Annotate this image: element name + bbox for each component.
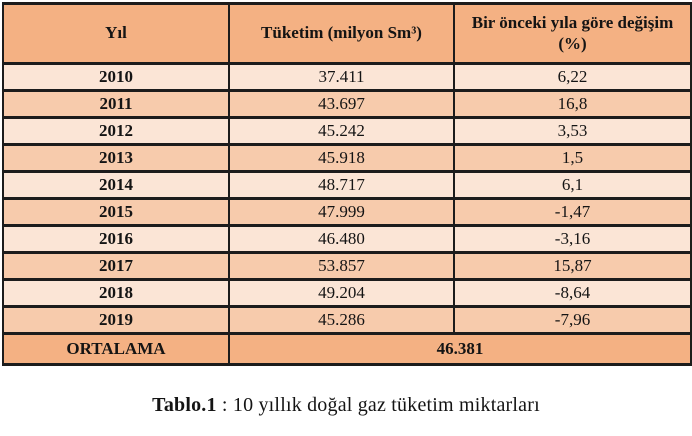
consumption-cell: 46.480 [228, 224, 455, 254]
consumption-cell: 48.717 [228, 170, 455, 200]
change-cell: 15,87 [453, 251, 692, 281]
change-cell: 1,5 [453, 143, 692, 173]
table-row: 2014 48.717 6,1 [2, 170, 692, 200]
consumption-cell: 45.242 [228, 116, 455, 146]
year-cell: 2018 [2, 278, 230, 308]
year-cell: 2012 [2, 116, 230, 146]
change-cell: -1,47 [453, 197, 692, 227]
average-value: 46.381 [228, 332, 692, 366]
year-cell: 2010 [2, 62, 230, 92]
change-cell: 16,8 [453, 89, 692, 119]
consumption-cell: 43.697 [228, 89, 455, 119]
average-label: ORTALAMA [2, 332, 230, 366]
table-row: 2016 46.480 -3,16 [2, 224, 692, 254]
header-change: Bir önceki yıla göre değişim (%) [453, 2, 692, 65]
caption-label: Tablo.1 [152, 394, 217, 416]
header-year: Yıl [2, 2, 230, 65]
year-cell: 2011 [2, 89, 230, 119]
year-cell: 2015 [2, 197, 230, 227]
consumption-cell: 47.999 [228, 197, 455, 227]
year-cell: 2013 [2, 143, 230, 173]
consumption-cell: 45.918 [228, 143, 455, 173]
table-caption: Tablo.1 : 10 yıllık doğal gaz tüketim mi… [2, 394, 690, 417]
table-row: 2019 45.286 -7,96 [2, 305, 692, 335]
year-cell: 2017 [2, 251, 230, 281]
caption-text: : 10 yıllık doğal gaz tüketim miktarları [216, 394, 540, 416]
change-cell: -7,96 [453, 305, 692, 335]
table-row: 2018 49.204 -8,64 [2, 278, 692, 308]
year-cell: 2014 [2, 170, 230, 200]
year-cell: 2019 [2, 305, 230, 335]
consumption-cell: 37.411 [228, 62, 455, 92]
header-row: Yıl Tüketim (milyon Sm³) Bir önceki yıla… [2, 2, 692, 65]
header-consumption: Tüketim (milyon Sm³) [228, 2, 455, 65]
consumption-cell: 49.204 [228, 278, 455, 308]
table-row: 2010 37.411 6,22 [2, 62, 692, 92]
change-cell: -3,16 [453, 224, 692, 254]
year-cell: 2016 [2, 224, 230, 254]
change-cell: 6,1 [453, 170, 692, 200]
table-row: 2012 45.242 3,53 [2, 116, 692, 146]
average-row: ORTALAMA 46.381 [2, 332, 692, 366]
table-row: 2017 53.857 15,87 [2, 251, 692, 281]
consumption-cell: 45.286 [228, 305, 455, 335]
consumption-cell: 53.857 [228, 251, 455, 281]
table-row: 2015 47.999 -1,47 [2, 197, 692, 227]
table-row: 2013 45.918 1,5 [2, 143, 692, 173]
gas-consumption-table: Yıl Tüketim (milyon Sm³) Bir önceki yıla… [2, 2, 692, 366]
change-cell: 6,22 [453, 62, 692, 92]
table-row: 2011 43.697 16,8 [2, 89, 692, 119]
change-cell: 3,53 [453, 116, 692, 146]
change-cell: -8,64 [453, 278, 692, 308]
